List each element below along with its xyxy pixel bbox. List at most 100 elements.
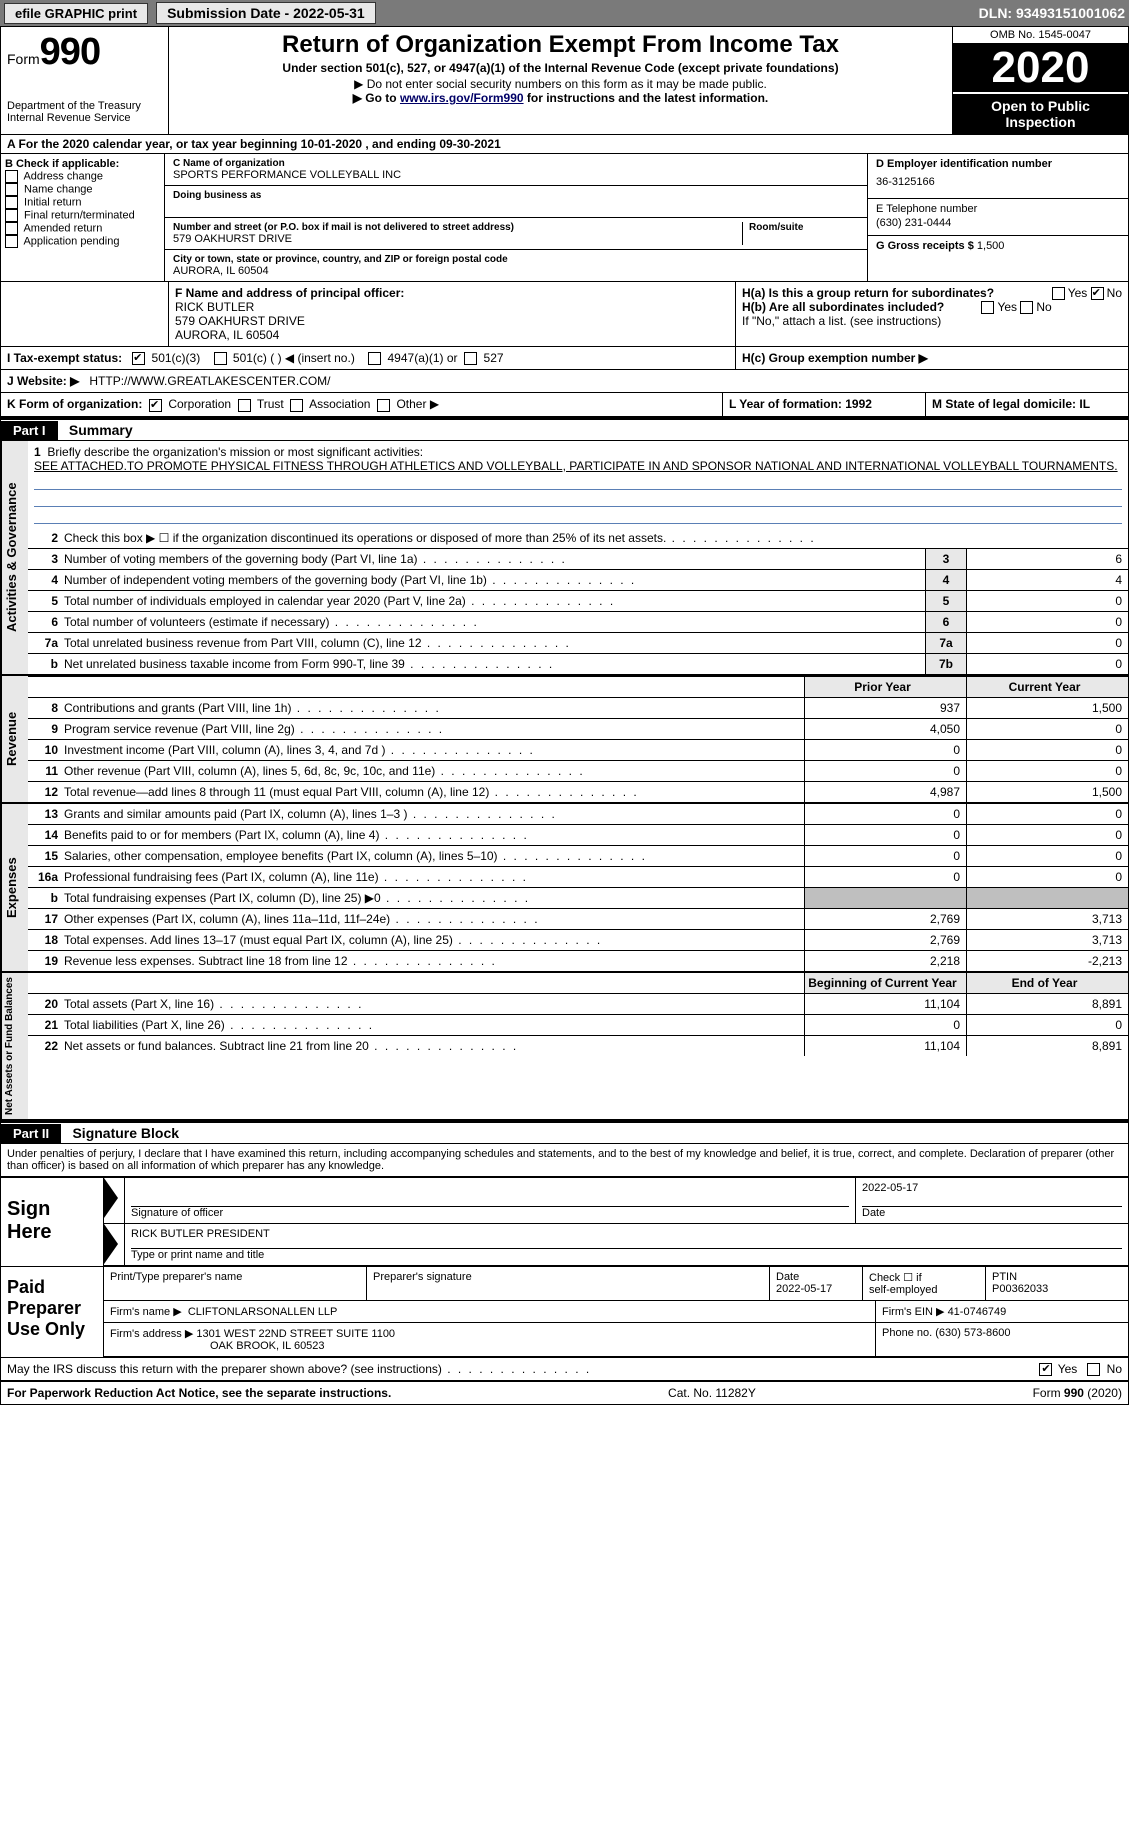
row-a: A For the 2020 calendar year, or tax yea… [1,135,1128,154]
form-line: 10Investment income (Part VIII, column (… [28,740,1128,761]
org-name: SPORTS PERFORMANCE VOLLEYBALL INC [173,169,859,181]
subtitle-2: ▶ Do not enter social security numbers o… [175,77,946,91]
dept-label: Department of the Treasury Internal Reve… [7,100,162,124]
firm-addr2: OAK BROOK, IL 60523 [110,1340,325,1352]
form-line: 15Salaries, other compensation, employee… [28,846,1128,867]
expenses-section: Expenses 13Grants and similar amounts pa… [1,802,1128,971]
governance-section: Activities & Governance 1 Briefly descri… [1,441,1128,676]
entity-info: B Check if applicable: Address change Na… [1,154,1128,282]
name-label: C Name of organization [173,158,859,169]
officer-printed: RICK BUTLER PRESIDENT [131,1228,1122,1249]
expenses-side-label: Expenses [1,804,28,971]
ptin-value: P00362033 [992,1283,1048,1295]
prior-year-hdr: Prior Year [804,677,966,697]
end-year-hdr: End of Year [966,973,1128,993]
form-line: bTotal fundraising expenses (Part IX, co… [28,888,1128,909]
irs-link[interactable]: www.irs.gov/Form990 [400,91,524,105]
mission-text: SEE ATTACHED.TO PROMOTE PHYSICAL FITNESS… [34,459,1118,473]
website-row: J Website: ▶ HTTP://WWW.GREATLAKESCENTER… [1,370,1128,393]
check-item[interactable]: Address change [5,170,160,183]
cat-no: Cat. No. 11282Y [668,1386,756,1400]
phone-label: E Telephone number [876,203,1120,215]
hb-row: H(b) Are all subordinates included? Yes … [742,300,1122,314]
prep-date: 2022-05-17 [776,1283,832,1295]
form-line: 8Contributions and grants (Part VIII, li… [28,698,1128,719]
arrow-icon [104,1224,118,1264]
form-line: 11Other revenue (Part VIII, column (A), … [28,761,1128,782]
revenue-side-label: Revenue [1,676,28,802]
firm-addr1: 1301 WEST 22ND STREET SUITE 1100 [196,1328,395,1340]
addr-label: Number and street (or P.O. box if mail i… [173,222,742,233]
efile-button[interactable]: efile GRAPHIC print [4,3,148,24]
city-label: City or town, state or province, country… [173,254,859,265]
form-line: 6Total number of volunteers (estimate if… [28,612,1128,633]
check-item[interactable]: Final return/terminated [5,209,160,222]
netassets-section: Net Assets or Fund Balances Beginning of… [1,971,1128,1121]
inspection-label: Open to Public Inspection [953,92,1128,134]
revenue-section: Revenue Prior Year Current Year 8Contrib… [1,676,1128,802]
part1-header: Part I Summary [1,418,1128,441]
ein-value: 36-3125166 [876,170,1120,194]
form-line: 7aTotal unrelated business revenue from … [28,633,1128,654]
officer-addr: 579 OAKHURST DRIVE [175,314,729,328]
form-line: 3Number of voting members of the governi… [28,549,1128,570]
sign-here-label: Sign Here [1,1178,104,1266]
date-label: Date [862,1207,1122,1219]
form-line: 20Total assets (Part X, line 16)11,1048,… [28,994,1128,1015]
submission-date: Submission Date - 2022-05-31 [156,2,376,24]
hc-label: H(c) Group exemption number ▶ [742,351,928,365]
officer-city: AURORA, IL 60504 [175,328,729,342]
penalties-text: Under penalties of perjury, I declare th… [1,1144,1128,1176]
check-item[interactable]: Initial return [5,196,160,209]
form-line: bNet unrelated business taxable income f… [28,654,1128,674]
omb-number: OMB No. 1545-0047 [953,27,1128,44]
firm-ein: 41-0746749 [948,1306,1007,1318]
paperwork-notice: For Paperwork Reduction Act Notice, see … [7,1386,391,1400]
form-line: 13Grants and similar amounts paid (Part … [28,804,1128,825]
form-title: Return of Organization Exempt From Incom… [175,31,946,59]
phone-value: (630) 231-0444 [876,215,1120,231]
current-year-hdr: Current Year [966,677,1128,697]
tax-year: 2020 [953,44,1128,92]
form-number: Form990 [7,31,162,74]
form-line: 4Number of independent voting members of… [28,570,1128,591]
website-value[interactable]: HTTP://WWW.GREATLAKESCENTER.COM/ [89,374,330,388]
check-item[interactable]: Name change [5,183,160,196]
form-line: 2Check this box ▶ ☐ if the organization … [28,528,1128,549]
sig-officer-label: Signature of officer [131,1207,849,1219]
governance-side-label: Activities & Governance [1,441,28,674]
begin-year-hdr: Beginning of Current Year [804,973,966,993]
tax-status-row: I Tax-exempt status: 501(c)(3) 501(c) ( … [1,347,1128,370]
check-item[interactable]: Amended return [5,222,160,235]
officer-group-row: F Name and address of principal officer:… [1,282,1128,347]
form-line: 18Total expenses. Add lines 13–17 (must … [28,930,1128,951]
ein-label: D Employer identification number [876,158,1120,170]
form-line: 21Total liabilities (Part X, line 26)00 [28,1015,1128,1036]
state-domicile: M State of legal domicile: IL [926,393,1128,415]
prep-name-hdr: Print/Type preparer's name [104,1267,367,1300]
hb-note: If "No," attach a list. (see instruction… [742,314,1122,328]
form-ref: Form 990 (2020) [1033,1386,1122,1400]
top-bar: efile GRAPHIC print Submission Date - 20… [0,0,1129,26]
paid-preparer-section: Paid Preparer Use Only Print/Type prepar… [1,1266,1128,1357]
type-name-label: Type or print name and title [131,1249,1122,1261]
form-line: 5Total number of individuals employed in… [28,591,1128,612]
form-line: 17Other expenses (Part IX, column (A), l… [28,909,1128,930]
dln-label: DLN: 93493151001062 [979,5,1125,21]
arrow-icon [104,1178,118,1218]
box-b: B Check if applicable: Address change Na… [1,154,165,281]
org-city: AURORA, IL 60504 [173,265,859,277]
firm-phone: (630) 573-8600 [935,1327,1010,1339]
footer: For Paperwork Reduction Act Notice, see … [1,1381,1128,1404]
gross-value: 1,500 [977,240,1005,252]
form-header: Form990 Department of the Treasury Inter… [1,27,1128,135]
form-container: Form990 Department of the Treasury Inter… [0,26,1129,1405]
form-line: 12Total revenue—add lines 8 through 11 (… [28,782,1128,802]
check-item[interactable]: Application pending [5,235,160,248]
part2-header: Part II Signature Block [1,1121,1128,1144]
org-address: 579 OAKHURST DRIVE [173,233,742,245]
subtitle-3: ▶ Go to www.irs.gov/Form990 for instruct… [175,91,946,105]
paid-preparer-label: Paid Preparer Use Only [1,1267,104,1357]
officer-name: RICK BUTLER [175,300,729,314]
form-line: 14Benefits paid to or for members (Part … [28,825,1128,846]
